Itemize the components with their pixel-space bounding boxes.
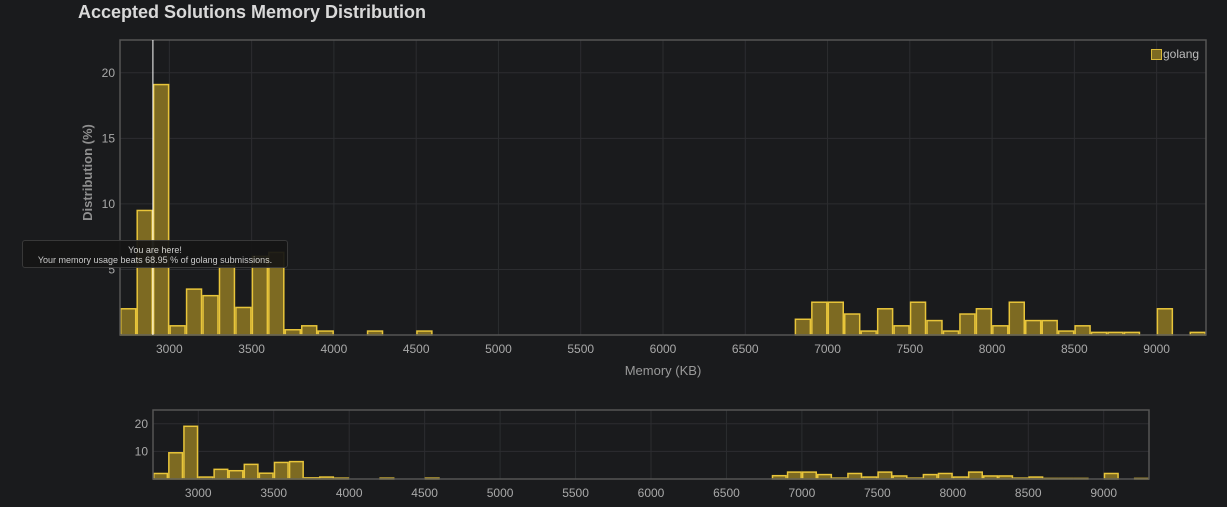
- legend-label-golang[interactable]: golang: [1163, 47, 1200, 61]
- main-bar: [1041, 319, 1058, 336]
- main-bar: [959, 313, 976, 336]
- tooltip-text: Your memory usage beats 68.95 % of golan…: [37, 255, 273, 265]
- main-bar: [909, 301, 927, 336]
- main-x-tick-label: 6000: [650, 342, 677, 356]
- navigator-bar: [1103, 472, 1119, 480]
- main-x-tick-label: 8000: [979, 342, 1006, 356]
- main-x-tick-label: 3000: [156, 342, 183, 356]
- main-bar: [893, 325, 910, 336]
- main-bar: [1025, 319, 1042, 336]
- tooltip: You are here! Your memory usage beats 68…: [22, 240, 288, 268]
- navigator-bar: [228, 469, 244, 480]
- main-x-tick-label: 4500: [403, 342, 430, 356]
- main-bar: [926, 319, 943, 336]
- navigator-x-tick-label: 3500: [260, 486, 287, 500]
- navigator-bar: [153, 472, 169, 480]
- main-y-tick-label: 15: [102, 131, 116, 145]
- main-bar: [235, 306, 252, 336]
- main-bar: [120, 308, 137, 336]
- main-bar: [1008, 301, 1026, 336]
- navigator-bar: [937, 472, 953, 480]
- main-x-tick-label: 6500: [732, 342, 759, 356]
- main-bar: [152, 83, 170, 336]
- navigator-bar: [273, 461, 289, 480]
- navigator-bar: [967, 471, 984, 480]
- navigator-bar: [877, 471, 893, 480]
- navigator-x-tick-label: 8500: [1015, 486, 1042, 500]
- main-bar: [185, 288, 203, 336]
- main-plot: 3000 3500 4000 4500 5000 5500 6000 6500 7000 7500…: [80, 39, 1207, 378]
- navigator-bar: [258, 472, 274, 480]
- navigator-x-tick-label: 3000: [185, 486, 212, 500]
- legend-swatch-golang[interactable]: [1151, 49, 1162, 60]
- navigator-frame: [152, 409, 1150, 480]
- main-bar: [202, 294, 219, 336]
- main-y-tick-label: 5: [108, 262, 115, 276]
- main-bar: [1074, 325, 1091, 336]
- navigator-y-tick-label: 20: [135, 417, 149, 431]
- main-bar: [284, 329, 301, 336]
- navigator-x-tick-label: 6000: [638, 486, 665, 500]
- main-bar: [844, 313, 861, 336]
- x-axis-label: Memory (KB): [625, 363, 702, 378]
- navigator-bar: [847, 472, 863, 480]
- main-x-tick-label: 9000: [1143, 342, 1170, 356]
- main-bar: [827, 301, 845, 336]
- navigator-bar: [801, 471, 818, 480]
- main-bar: [975, 308, 993, 336]
- main-x-tick-label: 5000: [485, 342, 512, 356]
- navigator-x-tick-label: 4000: [336, 486, 363, 500]
- navigator-bar: [213, 468, 229, 480]
- main-x-tick-label: 7000: [814, 342, 841, 356]
- navigator-x-tick-label: 5000: [487, 486, 514, 500]
- navigator-x-tick-label: 5500: [562, 486, 589, 500]
- navigator-bar: [243, 463, 259, 480]
- navigator-x-tick-label: 7000: [789, 486, 816, 500]
- main-x-tick-label: 7500: [896, 342, 923, 356]
- main-y-tick-label: 10: [102, 197, 116, 211]
- main-bar: [301, 325, 318, 336]
- main-x-tick-label: 5500: [567, 342, 594, 356]
- navigator-x-tick-label: 4500: [411, 486, 438, 500]
- main-y-tick-label: 20: [102, 66, 116, 80]
- navigator-bar: [288, 460, 304, 480]
- navigator-bar: [168, 452, 184, 480]
- main-bar: [876, 308, 894, 336]
- main-frame: [119, 39, 1207, 336]
- navigator-y-tick-label: 10: [135, 444, 149, 458]
- y-axis-label: Distribution (%): [80, 124, 95, 221]
- main-bar: [251, 255, 269, 336]
- main-x-tick-label: 4000: [321, 342, 348, 356]
- navigator-x-tick-label: 8000: [939, 486, 966, 500]
- main-bar: [136, 209, 153, 336]
- main-bar: [1156, 308, 1174, 336]
- tooltip-title: You are here!: [128, 245, 182, 255]
- navigator-bar: [183, 425, 199, 480]
- navigator-bar: [786, 471, 802, 480]
- main-bar: [169, 325, 186, 336]
- navigator-x-tick-label: 9000: [1090, 486, 1117, 500]
- main-x-tick-label: 8500: [1061, 342, 1088, 356]
- main-x-tick-label: 3500: [238, 342, 265, 356]
- main-bar: [794, 318, 812, 336]
- main-bar: [218, 264, 236, 336]
- main-bar: [811, 301, 828, 336]
- navigator-x-tick-label: 7500: [864, 486, 891, 500]
- main-bar: [992, 325, 1009, 336]
- chart-title: Accepted Solutions Memory Distribution: [78, 2, 427, 22]
- navigator-plot: 3000 3500 4000 4500 5000 5500 6000 6500 7000 7500…: [135, 409, 1150, 500]
- navigator-x-tick-label: 6500: [713, 486, 740, 500]
